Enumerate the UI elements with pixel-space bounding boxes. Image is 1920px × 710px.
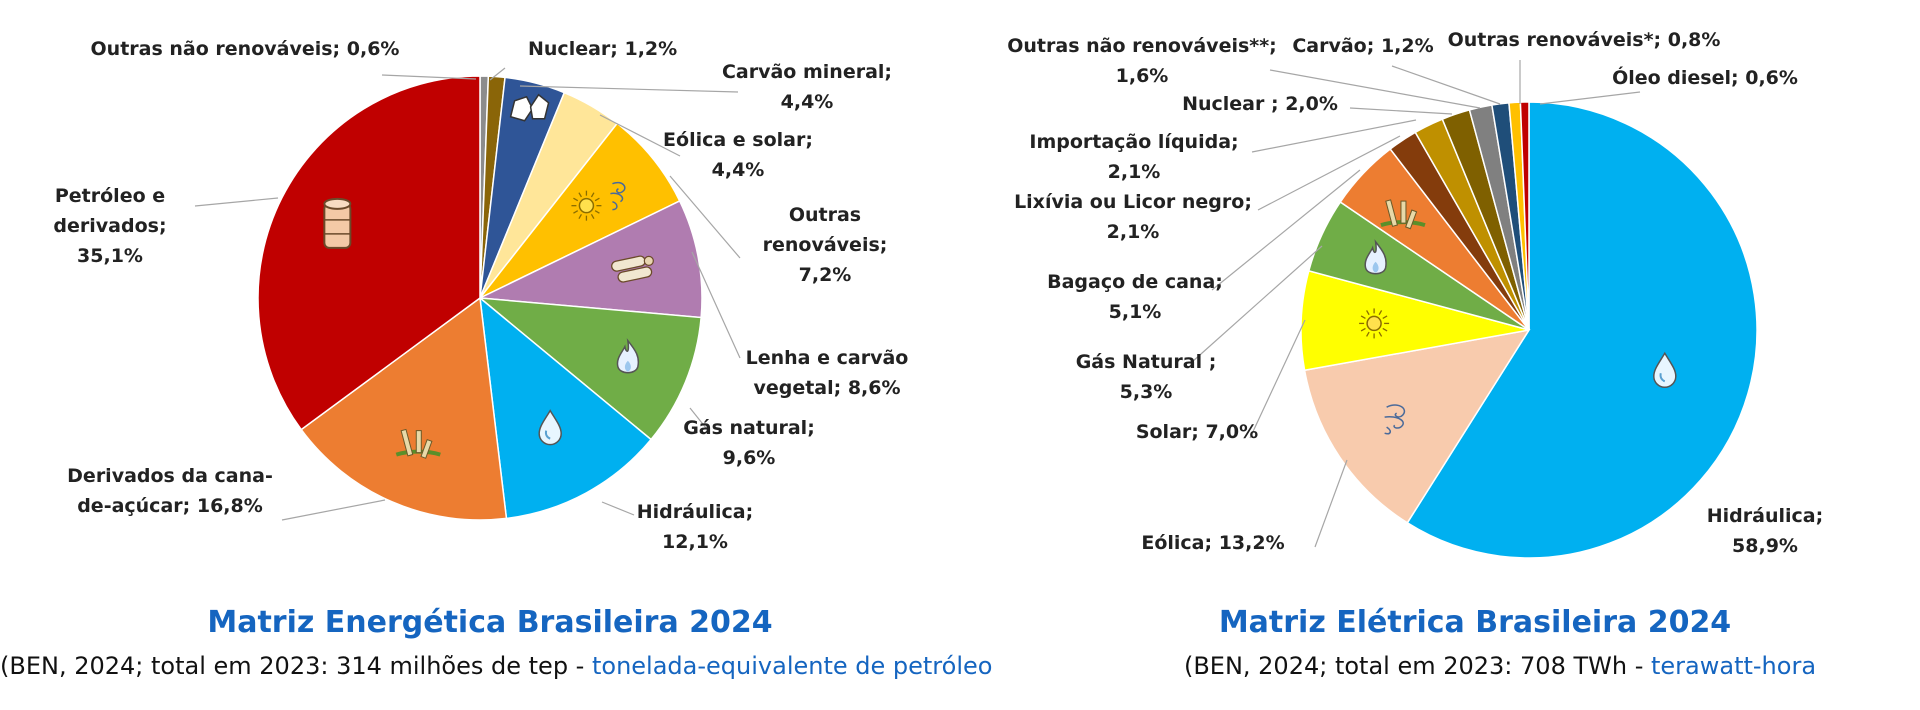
leader-line-outras-renovaveis xyxy=(669,175,741,259)
slice-label-gas-natural: Gás Natural ; 5,3% xyxy=(1076,351,1217,403)
pie-slice-eolica xyxy=(1303,328,1531,524)
leader-line-hidraulica xyxy=(601,501,635,516)
pie-chart-energy xyxy=(257,75,703,521)
slice-label-hidraulica: Hidráulica; 12,1% xyxy=(637,501,753,553)
leader-line-solar xyxy=(1249,319,1306,439)
water-drop-icon xyxy=(1653,351,1677,388)
pie-chart-electric xyxy=(1300,101,1758,559)
slice-label-outras-nao-renovaveis: Outras não renováveis**; 1,6% xyxy=(1007,35,1277,87)
slice-label-oleo-diesel: Óleo diesel; 0,6% xyxy=(1612,65,1798,89)
water-drop-icon xyxy=(538,409,562,446)
pie-slice-hidraulica xyxy=(1406,101,1758,559)
leader-line-bagaco-de-cana xyxy=(1211,169,1361,291)
chart-subtitle-energy: (BEN, 2024; total em 2023: 314 milhões d… xyxy=(0,652,992,680)
slice-label-nuclear: Nuclear; 1,2% xyxy=(528,38,677,60)
slice-label-petroleo-e-derivados: Petróleo e derivados; 35,1% xyxy=(53,185,166,267)
leader-line-lixivia-ou-licor-negro xyxy=(1257,135,1401,211)
slice-label-hidraulica: Hidráulica; 58,9% xyxy=(1707,505,1823,557)
slice-label-bagaco-de-cana: Bagaço de cana; 5,1% xyxy=(1047,271,1223,323)
gas-flame-icon xyxy=(616,338,640,374)
leader-line-importacao-liquida xyxy=(1251,119,1417,153)
slice-label-lenha-e-carvao-vegetal: Lenha e carvão vegetal; 8,6% xyxy=(746,347,909,399)
wind-icon xyxy=(1384,404,1406,435)
leader-line-nuclear xyxy=(1349,107,1453,115)
leader-line-outras-nao-renovaveis xyxy=(381,74,477,80)
leader-line-derivados-da-cana-de-acucar xyxy=(281,499,386,521)
chart-title-energy: Matriz Energética Brasileira 2024 xyxy=(207,605,773,640)
subtitle-link-energy[interactable]: tonelada-equivalente de petróleo xyxy=(591,652,993,680)
slice-label-lixivia-ou-licor-negro: Lixívia ou Licor negro; 2,1% xyxy=(1014,191,1252,243)
slice-label-eolica: Eólica; 13,2% xyxy=(1141,532,1284,554)
subtitle-text-electric: (BEN, 2024; total em 2023: 708 TWh - xyxy=(1183,652,1651,680)
leader-line-eolica xyxy=(1314,459,1348,548)
slice-label-outras-renovaveis: Outras renováveis; 7,2% xyxy=(763,204,888,286)
chart-subtitle-electric: (BEN, 2024; total em 2023: 708 TWh - ter… xyxy=(1100,652,1900,680)
coal-icon xyxy=(509,93,550,122)
pie-slice-derivados-da-cana-de-acucar xyxy=(300,296,508,521)
leader-line-lenha-e-carvao-vegetal xyxy=(691,251,741,359)
sun-wind-icon xyxy=(571,181,626,221)
leader-line-carvao-mineral xyxy=(519,85,739,93)
slice-label-outras-renovaveis: Outras renováveis*; 0,8% xyxy=(1448,29,1721,51)
slice-label-importacao-liquida: Importação líquida; 2,1% xyxy=(1029,131,1238,183)
gas-flame-icon xyxy=(1364,239,1387,275)
oil-barrel-icon xyxy=(323,197,352,249)
pie-slice-lenha-e-carvao-vegetal xyxy=(477,199,703,319)
slice-label-gas-natural: Gás natural; 9,6% xyxy=(683,417,815,469)
leader-line-gas-natural xyxy=(689,407,707,429)
slice-label-carvao: Carvão; 1,2% xyxy=(1292,35,1433,57)
pie-slice-hidraulica xyxy=(479,296,653,520)
leader-line-oleo-diesel xyxy=(1539,91,1641,105)
sun-icon xyxy=(1359,308,1390,339)
leader-line-eolica-e-solar xyxy=(599,114,681,157)
leader-line-outras-nao-renovaveis xyxy=(1269,69,1481,109)
subtitle-link-electric[interactable]: terawatt-hora xyxy=(1650,652,1817,680)
slice-label-eolica-e-solar: Eólica e solar; 4,4% xyxy=(663,129,813,181)
leader-line-carvao xyxy=(1391,65,1501,105)
slice-label-outras-nao-renovaveis: Outras não renováveis; 0,6% xyxy=(91,38,400,60)
sugarcane-icon xyxy=(395,428,441,459)
leader-line-petroleo-e-derivados xyxy=(194,197,279,207)
firewood-icon xyxy=(611,255,654,283)
pie-slice-gas-natural xyxy=(477,297,702,441)
pie-slice-petroleo-e-derivados xyxy=(257,75,481,431)
slice-label-derivados-da-cana-de-acucar: Derivados da cana-de-açúcar; 16,8% xyxy=(67,465,273,517)
subtitle-text-energy: (BEN, 2024; total em 2023: 314 milhões d… xyxy=(0,652,592,680)
leader-line-nuclear xyxy=(489,67,506,81)
sugarcane-icon xyxy=(1380,199,1426,230)
slice-label-solar: Solar; 7,0% xyxy=(1136,421,1258,443)
slice-label-nuclear: Nuclear ; 2,0% xyxy=(1182,93,1338,115)
chart-title-electric: Matriz Elétrica Brasileira 2024 xyxy=(1218,605,1732,640)
leader-line-gas-natural xyxy=(1191,245,1323,363)
slice-label-carvao-mineral: Carvão mineral; 4,4% xyxy=(722,61,892,113)
